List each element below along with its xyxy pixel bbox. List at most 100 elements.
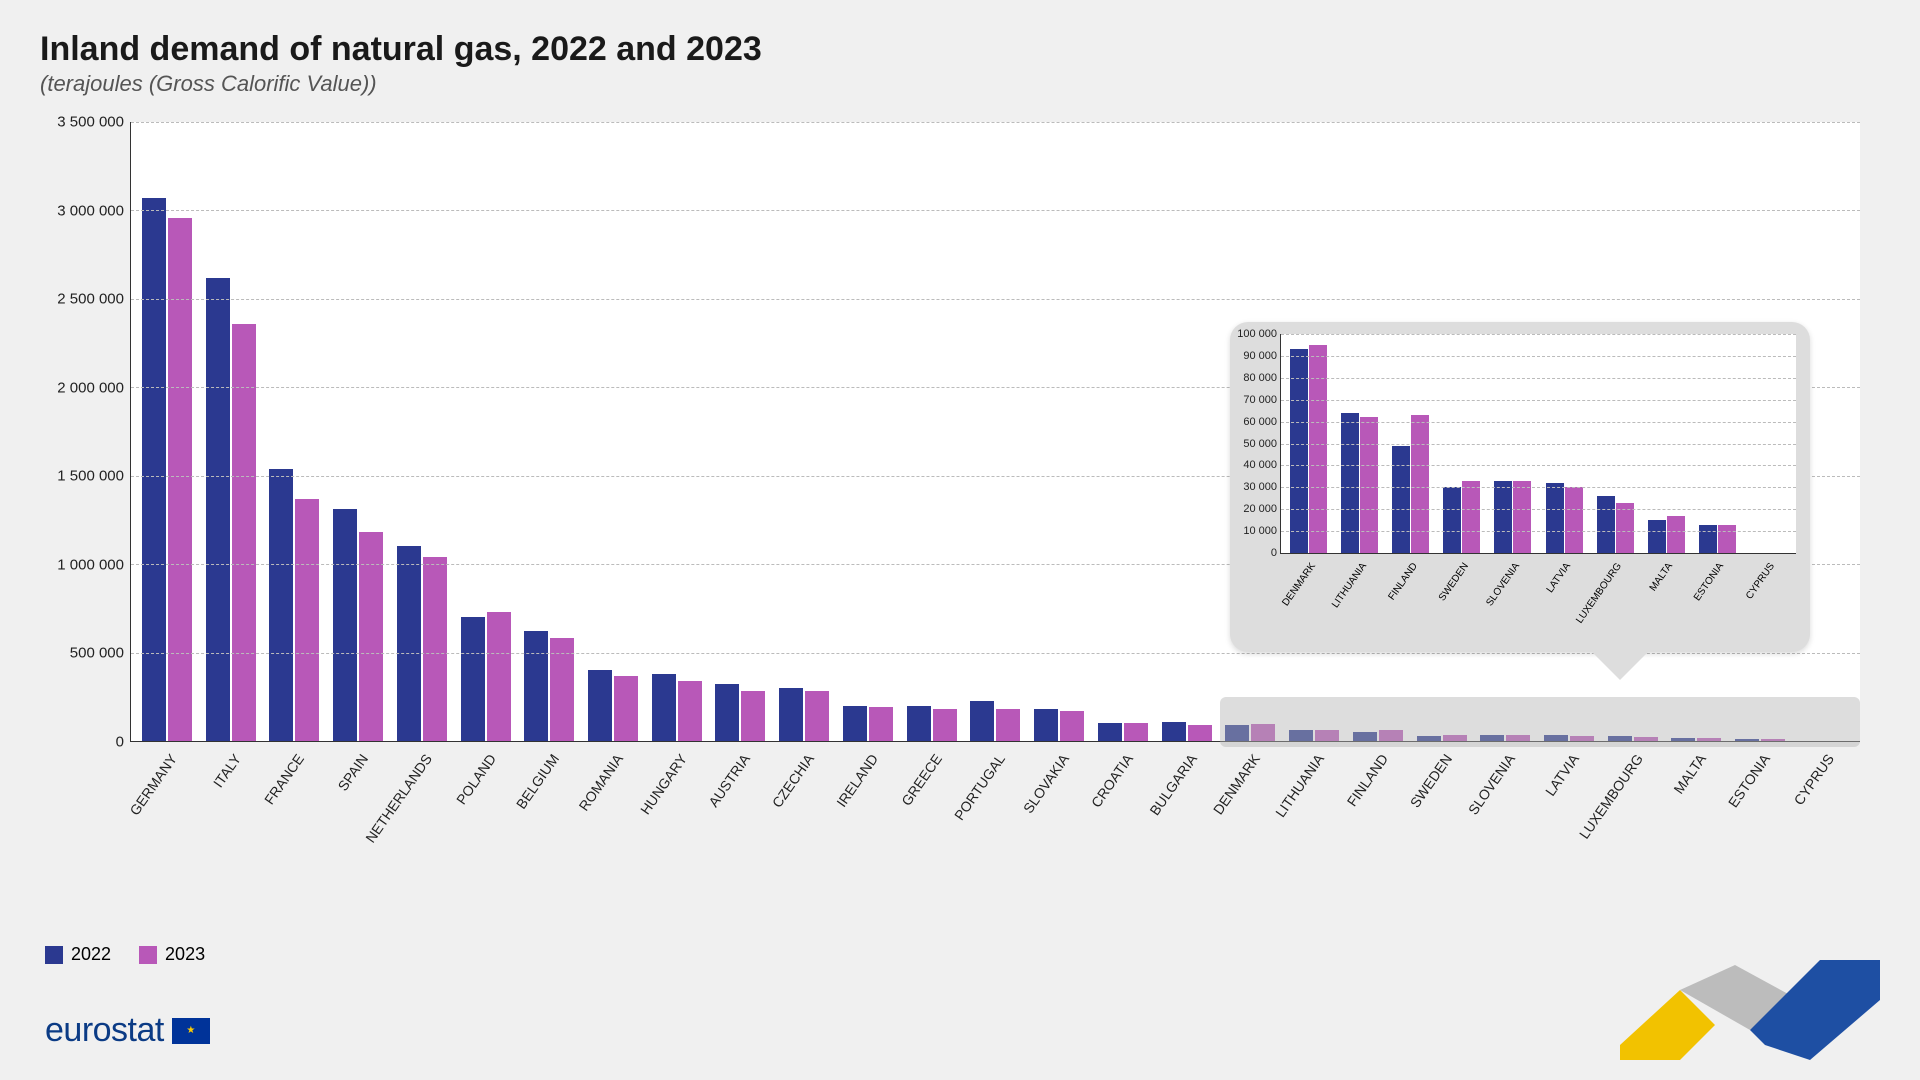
x-tick-label: SLOVAKIA bbox=[1020, 751, 1072, 816]
x-tick-label: POLAND bbox=[453, 751, 499, 807]
bar-group bbox=[581, 122, 645, 741]
inset-bar-2023 bbox=[1309, 345, 1327, 553]
x-tick-label: LITHUANIA bbox=[1272, 751, 1327, 820]
bar-2023 bbox=[805, 691, 829, 741]
legend-label-2023: 2023 bbox=[165, 944, 205, 965]
inset-y-axis: 010 00020 00030 00040 00050 00060 00070 … bbox=[1231, 334, 1281, 553]
eurostat-logo-text: eurostat bbox=[45, 1011, 164, 1050]
main-chart: 0500 0001 000 0001 500 0002 000 0002 500… bbox=[130, 122, 1860, 742]
bar-2023 bbox=[933, 709, 957, 741]
y-tick-label: 0 bbox=[116, 734, 124, 751]
inset-y-tick-label: 40 000 bbox=[1243, 459, 1277, 471]
bar-group bbox=[1091, 122, 1155, 741]
bar-2022 bbox=[1034, 709, 1058, 741]
bar-2022 bbox=[779, 688, 803, 741]
inset-bar-2023 bbox=[1411, 415, 1429, 553]
bar-group bbox=[454, 122, 518, 741]
x-tick-label: LUXEMBOURG bbox=[1576, 751, 1646, 842]
bar-group bbox=[836, 122, 900, 741]
x-tick-label: AUSTRIA bbox=[706, 751, 754, 810]
chart-container: Inland demand of natural gas, 2022 and 2… bbox=[0, 0, 1920, 1080]
legend-item-2023: 2023 bbox=[139, 944, 205, 965]
bar-2023 bbox=[741, 691, 765, 741]
x-tick-label: HUNGARY bbox=[637, 751, 690, 817]
chart-subtitle: (terajoules (Gross Calorific Value)) bbox=[40, 71, 1880, 97]
y-tick-label: 3 000 000 bbox=[57, 202, 124, 219]
legend-label-2022: 2022 bbox=[71, 944, 111, 965]
bar-2023 bbox=[168, 218, 192, 741]
bar-2022 bbox=[206, 278, 230, 741]
bar-2023 bbox=[423, 557, 447, 741]
inset-y-tick-label: 0 bbox=[1271, 547, 1277, 559]
bar-2022 bbox=[1098, 723, 1122, 741]
inset-y-tick-label: 80 000 bbox=[1243, 372, 1277, 384]
inset-source-highlight bbox=[1220, 697, 1860, 747]
inset-bar-2022 bbox=[1494, 481, 1512, 553]
x-tick-label: FRANCE bbox=[261, 751, 307, 807]
bar-2022 bbox=[843, 706, 867, 741]
bar-2023 bbox=[1124, 723, 1148, 741]
x-tick-label: DENMARK bbox=[1210, 751, 1263, 818]
inset-x-tick-label: SWEDEN bbox=[1437, 561, 1471, 603]
inset-y-tick-label: 100 000 bbox=[1237, 328, 1277, 340]
bar-2023 bbox=[295, 499, 319, 741]
x-tick-label: ITALY bbox=[209, 751, 243, 790]
x-tick-label: CYPRUS bbox=[1790, 751, 1837, 808]
inset-x-tick-label: LUXEMBOURG bbox=[1574, 561, 1624, 626]
legend-item-2022: 2022 bbox=[45, 944, 111, 965]
bar-2023 bbox=[614, 676, 638, 741]
inset-bar-2023 bbox=[1616, 503, 1634, 553]
x-tick-label: FINLAND bbox=[1343, 751, 1390, 809]
inset-x-tick-label: ESTONIA bbox=[1692, 561, 1726, 603]
inset-bar-2022 bbox=[1699, 525, 1717, 553]
inset-x-tick-label: CYPRUS bbox=[1744, 561, 1777, 601]
inset-x-tick-label: LATVIA bbox=[1545, 561, 1573, 595]
y-tick-label: 1 500 000 bbox=[57, 468, 124, 485]
inset-x-tick-label: LITHUANIA bbox=[1330, 561, 1369, 610]
x-tick-label: LATVIA bbox=[1542, 751, 1582, 799]
legend-swatch-2023 bbox=[139, 946, 157, 964]
x-tick-label: CROATIA bbox=[1088, 751, 1136, 810]
x-tick-label: ROMANIA bbox=[576, 751, 627, 814]
bar-2022 bbox=[524, 631, 548, 741]
x-tick-label: SPAIN bbox=[335, 751, 372, 794]
inset-y-tick-label: 10 000 bbox=[1243, 525, 1277, 537]
inset-x-tick-label: SLOVENIA bbox=[1484, 561, 1522, 608]
bar-2023 bbox=[1188, 725, 1212, 741]
y-tick-label: 1 000 000 bbox=[57, 556, 124, 573]
legend: 2022 2023 bbox=[45, 944, 205, 965]
x-tick-label: PORTUGAL bbox=[951, 751, 1008, 823]
inset-bar-2023 bbox=[1718, 525, 1736, 553]
bar-2022 bbox=[269, 469, 293, 741]
eu-flag-icon bbox=[172, 1018, 210, 1044]
x-tick-label: BULGARIA bbox=[1146, 751, 1200, 818]
bar-2022 bbox=[142, 198, 166, 741]
x-tick-label: GERMANY bbox=[126, 751, 180, 818]
inset-bar-2023 bbox=[1667, 516, 1685, 553]
bar-group bbox=[900, 122, 964, 741]
inset-bar-2023 bbox=[1360, 417, 1378, 553]
bar-2022 bbox=[907, 706, 931, 741]
bar-2022 bbox=[397, 546, 421, 741]
x-tick-label: MALTA bbox=[1671, 751, 1710, 797]
bar-group bbox=[326, 122, 390, 741]
inset-x-tick-label: MALTA bbox=[1648, 561, 1675, 593]
bar-2023 bbox=[678, 681, 702, 741]
inset-bar-2022 bbox=[1597, 496, 1615, 553]
y-tick-label: 2 000 000 bbox=[57, 379, 124, 396]
bar-group bbox=[517, 122, 581, 741]
bar-2023 bbox=[487, 612, 511, 741]
corner-swoosh-icon bbox=[1620, 950, 1880, 1060]
y-tick-label: 500 000 bbox=[70, 645, 124, 662]
x-tick-label: SLOVENIA bbox=[1465, 751, 1518, 818]
inset-bar-2022 bbox=[1443, 487, 1461, 553]
bar-2023 bbox=[232, 324, 256, 741]
bar-2022 bbox=[461, 617, 485, 741]
bar-2023 bbox=[869, 707, 893, 741]
legend-swatch-2022 bbox=[45, 946, 63, 964]
bar-group bbox=[1155, 122, 1219, 741]
inset-bar-2022 bbox=[1648, 520, 1666, 553]
inset-y-tick-label: 30 000 bbox=[1243, 481, 1277, 493]
inset-bar-2023 bbox=[1462, 481, 1480, 553]
bar-2023 bbox=[996, 709, 1020, 741]
